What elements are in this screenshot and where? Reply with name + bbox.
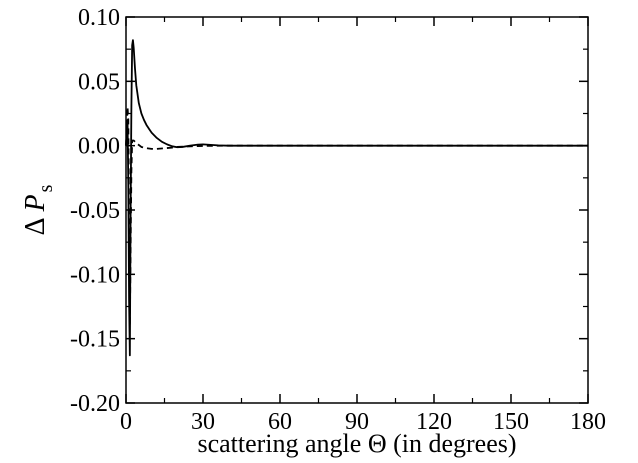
svg-text:ΔPs: ΔPs [20,184,57,235]
x-tick-label: 30 [191,409,215,435]
y-tick-label: -0.20 [70,391,120,417]
y-tick-label: 0.05 [78,69,120,95]
y-tick-label: -0.10 [70,262,120,288]
y-tick-label: -0.15 [70,327,120,353]
x-axis: 0 30 60 90 120 150 180 [120,17,606,435]
x-tick-label: 120 [416,409,452,435]
x-tick-label: 90 [345,409,369,435]
y-axis-label-symbol: Δ [20,217,51,235]
x-tick-label: 60 [268,409,292,435]
y-axis-label: ΔPs [20,184,57,235]
y-axis-label-subscript: s [35,184,57,192]
plot-frame [125,16,589,404]
y-axis-label-variable: P [20,194,51,212]
series-line-solid [125,39,588,357]
y-tick-label: 0.10 [78,5,120,31]
series-layer [125,39,588,357]
x-tick-label: 180 [570,409,606,435]
y-tick-label: 0.00 [78,134,120,160]
x-tick-label: 150 [493,409,529,435]
y-tick-label: -0.05 [70,198,120,224]
x-tick-label: 0 [120,409,132,435]
y-axis: 0.10 0.05 0.00 -0.05 -0.10 -0.15 -0.20 [70,5,588,417]
x-axis-label: scattering angle Θ (in degrees) [197,429,516,458]
series-line-dashed [125,106,588,327]
